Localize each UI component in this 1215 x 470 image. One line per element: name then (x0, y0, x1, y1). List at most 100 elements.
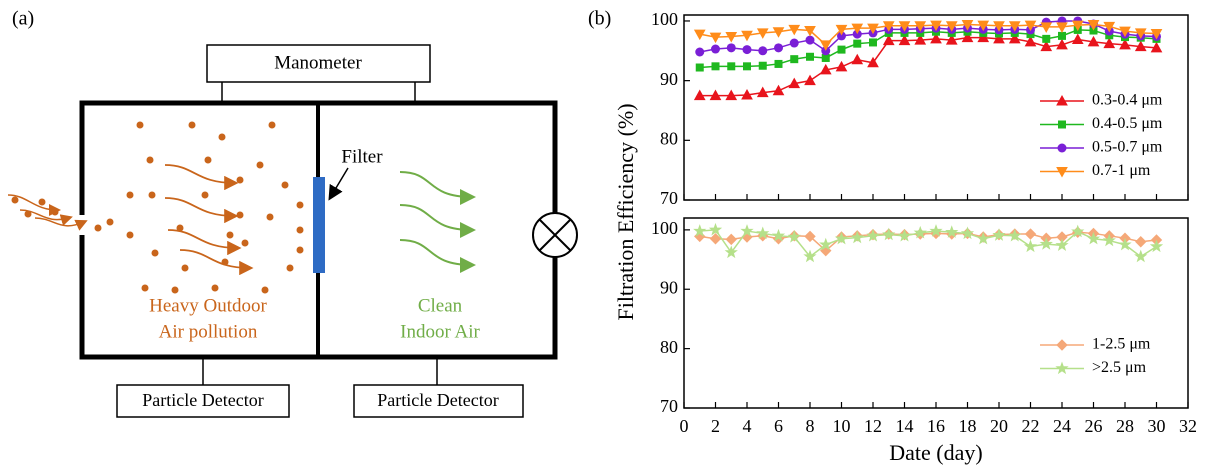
y-tick-label: 90 (660, 277, 678, 297)
particle (261, 286, 269, 294)
legend-label: 1-2.5 μm (1092, 336, 1151, 353)
marker (726, 43, 736, 53)
marker (913, 225, 927, 239)
marker (758, 61, 767, 70)
marker (837, 45, 846, 54)
marker (788, 24, 801, 36)
outdoor-label: Air pollution (159, 321, 258, 342)
marker (882, 21, 895, 32)
marker (804, 74, 816, 86)
marker (993, 32, 1005, 44)
legend-label: 0.7-1 μm (1092, 162, 1151, 179)
legend-label: 0.5-0.7 μm (1092, 139, 1163, 156)
particle (24, 210, 32, 218)
x-tick-label: 8 (806, 416, 815, 436)
marker (1042, 34, 1051, 43)
x-tick-label: 26 (1085, 416, 1103, 436)
marker (882, 34, 895, 46)
filter-label: Filter (341, 146, 383, 167)
marker (711, 44, 720, 54)
marker (1134, 28, 1147, 39)
marker (1058, 31, 1066, 40)
marker (835, 24, 848, 36)
marker (789, 38, 799, 48)
flow-arrow (164, 197, 239, 224)
particle (211, 284, 219, 292)
x-tick-label: 14 (896, 416, 914, 436)
marker (709, 89, 722, 101)
marker (774, 43, 783, 53)
marker (882, 227, 896, 241)
marker (803, 249, 817, 263)
marker (1056, 38, 1068, 50)
marker (805, 35, 815, 45)
marker (930, 32, 942, 44)
x-tick-label: 20 (990, 416, 1008, 436)
marker (914, 21, 927, 32)
marker (977, 20, 990, 32)
manometer-box (206, 44, 431, 83)
flow-arrow (179, 249, 254, 276)
flow-arrow (164, 164, 239, 191)
marker (1087, 35, 1100, 47)
marker (961, 20, 974, 31)
marker (1024, 20, 1037, 32)
marker (756, 28, 769, 39)
marker (929, 224, 943, 237)
flow-arrow (34, 217, 88, 231)
x-tick-label: 4 (743, 416, 752, 436)
panel-label: (a) (12, 8, 34, 30)
marker (771, 228, 786, 242)
filter-arrow (328, 167, 349, 201)
marker (725, 89, 738, 101)
marker (1150, 29, 1163, 40)
marker (787, 230, 801, 243)
marker (898, 34, 911, 46)
marker (708, 222, 723, 236)
marker (992, 228, 1006, 241)
flow-arrow (19, 209, 73, 226)
y-tick-label: 70 (660, 188, 678, 208)
marker (695, 47, 705, 57)
marker (1056, 22, 1068, 33)
particle (286, 264, 294, 272)
marker (724, 245, 738, 259)
marker (1055, 361, 1069, 375)
diagram: (a) Manometer Filter Particle Detector P… (7, 8, 578, 418)
marker (1119, 26, 1131, 38)
particle (226, 231, 234, 239)
manometer-label: Manometer (274, 52, 362, 73)
x-axis-label: Date (day) (889, 440, 982, 465)
particle (126, 191, 134, 199)
particle (268, 121, 276, 129)
marker (1008, 21, 1021, 32)
particle (296, 226, 304, 234)
series-line (699, 29, 1157, 69)
marker (850, 230, 864, 244)
particle (38, 198, 46, 206)
particle (136, 121, 144, 129)
marker (1055, 238, 1069, 251)
marker (1103, 37, 1116, 49)
x-tick-label: 24 (1053, 416, 1071, 436)
detector-box (353, 384, 524, 418)
marker (709, 233, 722, 245)
x-tick-label: 10 (833, 416, 851, 436)
filter (313, 177, 325, 273)
marker (834, 231, 849, 245)
marker (1056, 94, 1068, 106)
marker (693, 89, 706, 101)
marker (742, 45, 752, 55)
marker (804, 26, 816, 37)
marker (819, 40, 832, 51)
marker (756, 226, 770, 240)
marker (1057, 143, 1067, 153)
series-line (699, 36, 1157, 97)
marker (725, 31, 738, 43)
marker (898, 21, 911, 32)
marker (930, 20, 942, 32)
marker (867, 23, 879, 35)
x-tick-label: 22 (1022, 416, 1040, 436)
marker (1149, 239, 1164, 253)
